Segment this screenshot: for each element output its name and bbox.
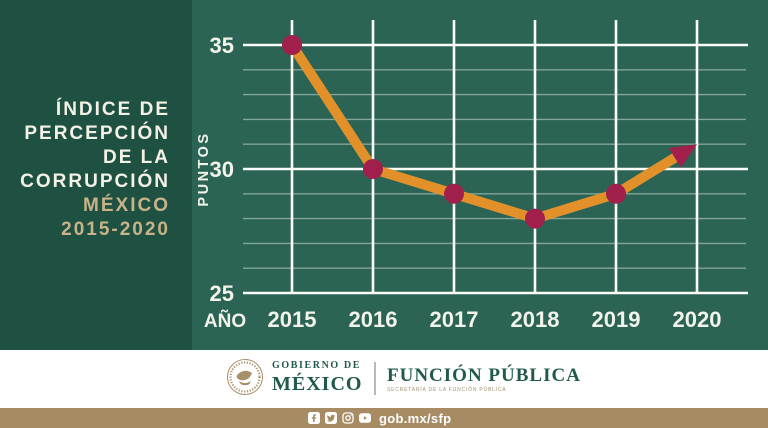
chart-panel: 25 30 35 PUNTOS AÑO 2015 2016 2017 2018 2019 2020	[192, 0, 768, 350]
social-bar: gob.mx/sfp	[0, 408, 768, 428]
gobierno-de-mexico-wordmark: GOBIERNO DE MÉXICO	[272, 360, 363, 395]
facebook-icon[interactable]	[308, 412, 320, 424]
svg-text:25: 25	[210, 281, 234, 306]
brand-top-text: GOBIERNO DE	[272, 360, 362, 371]
footer-divider	[374, 362, 376, 395]
svg-text:35: 35	[210, 33, 234, 58]
gobmx-url[interactable]: gob.mx/sfp	[379, 410, 452, 426]
svg-text:AÑO: AÑO	[204, 310, 246, 332]
agency-subtitle: SECRETARÍA DE LA FUNCIÓN PÚBLICA	[387, 387, 507, 393]
instagram-icon[interactable]	[342, 412, 354, 424]
page-title: ÍNDICE DE PERCEPCIÓN DE LA CORRUPCIÓN MÉ…	[20, 98, 170, 242]
svg-text:2017: 2017	[430, 307, 479, 332]
title-line-highlight: MÉXICO	[83, 195, 170, 216]
funcion-publica-wordmark: FUNCIÓN PÚBLICA SECRETARÍA DE LA FUNCIÓN…	[387, 366, 581, 393]
agency-name: FUNCIÓN PÚBLICA	[387, 365, 581, 386]
title-line: ÍNDICE DE	[55, 99, 170, 120]
svg-text:2016: 2016	[349, 307, 398, 332]
svg-text:2018: 2018	[511, 307, 560, 332]
title-line: PERCEPCIÓN	[24, 123, 170, 144]
youtube-icon[interactable]	[359, 412, 371, 424]
svg-text:2019: 2019	[592, 307, 641, 332]
title-line: CORRUPCIÓN	[20, 171, 170, 192]
svg-text:30: 30	[210, 157, 234, 182]
footer-brand-bar: GOBIERNO DE MÉXICO FUNCIÓN PÚBLICA SECRE…	[0, 350, 768, 408]
twitter-icon[interactable]	[325, 412, 337, 424]
svg-text:2020: 2020	[673, 307, 722, 332]
svg-text:2015: 2015	[268, 307, 317, 332]
svg-text:PUNTOS: PUNTOS	[196, 131, 212, 206]
sidebar: ÍNDICE DE PERCEPCIÓN DE LA CORRUPCIÓN MÉ…	[0, 0, 192, 350]
social-icons	[308, 412, 371, 424]
line-chart: 25 30 35 PUNTOS AÑO 2015 2016 2017 2018 2019 2020	[196, 20, 748, 332]
brand-main-text: MÉXICO	[272, 373, 363, 395]
mexico-seal-icon	[227, 359, 263, 395]
title-line: DE LA	[103, 147, 170, 168]
title-line-highlight: 2015-2020	[61, 219, 170, 240]
